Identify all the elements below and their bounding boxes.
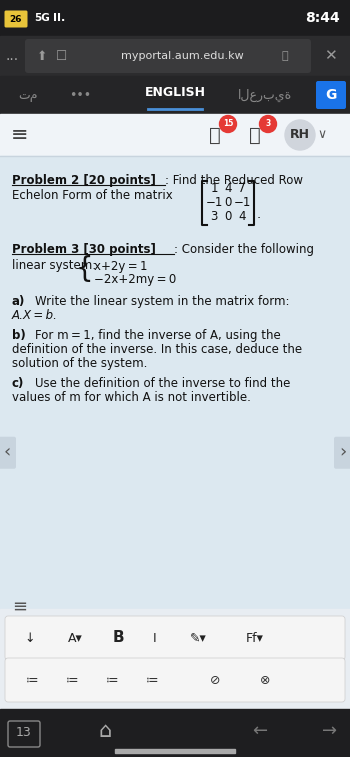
Text: •••: ••• [69,89,91,101]
Text: 4: 4 [224,182,232,195]
Text: ⌂: ⌂ [98,721,112,741]
Text: ≔: ≔ [66,674,78,687]
Circle shape [259,116,277,132]
Text: a): a) [12,295,25,308]
Text: ↓: ↓ [25,631,35,644]
Bar [0,36,350,76]
Text: definition of the inverse. In this case, deduce the: definition of the inverse. In this case,… [12,343,302,356]
Text: x+2y = 1: x+2y = 1 [94,260,147,273]
Text: ∨: ∨ [317,129,327,142]
Text: Echelon Form of the matrix: Echelon Form of the matrix [12,189,173,202]
Text: ›: › [340,444,346,462]
Circle shape [219,116,237,132]
Text: −1: −1 [205,197,223,210]
Text: .: . [257,208,261,221]
Text: Write the linear system in the matrix form:: Write the linear system in the matrix fo… [35,295,289,308]
Text: −1: −1 [233,197,251,210]
Text: Use the definition of the inverse to find the: Use the definition of the inverse to fin… [35,377,290,390]
Text: ≔: ≔ [146,674,158,687]
FancyBboxPatch shape [0,437,16,469]
Text: Ff▾: Ff▾ [246,631,264,644]
Text: ENGLISH: ENGLISH [145,86,205,99]
Text: ←: ← [252,722,267,740]
Text: values of m for which A is not invertible.: values of m for which A is not invertibl… [12,391,251,404]
Text: ⊗: ⊗ [260,674,270,687]
Text: 1: 1 [210,182,218,195]
Text: ✕: ✕ [324,48,336,64]
Text: For m = 1, find the inverse of A, using the: For m = 1, find the inverse of A, using … [35,329,281,342]
Text: 15: 15 [223,120,233,129]
Text: ≡: ≡ [11,125,29,145]
Text: : Consider the following: : Consider the following [174,243,314,256]
Text: G: G [325,88,337,102]
Text: {: { [75,254,93,282]
Text: 7: 7 [238,182,246,195]
Text: العربية: العربية [238,89,292,101]
Text: ≔: ≔ [26,674,38,687]
Text: Problem 3 [30 points]: Problem 3 [30 points] [12,243,156,256]
Text: RH: RH [290,129,310,142]
FancyBboxPatch shape [5,658,345,702]
Text: b): b) [12,329,26,342]
Text: ✎▾: ✎▾ [190,631,206,644]
Circle shape [285,120,315,150]
Text: −2x+2my = 0: −2x+2my = 0 [94,273,176,286]
FancyBboxPatch shape [5,616,345,660]
Text: 13: 13 [16,727,32,740]
Text: : Find the Reduced Row: : Find the Reduced Row [165,174,303,187]
Text: 💬: 💬 [249,126,261,145]
FancyBboxPatch shape [316,81,346,109]
Text: I: I [153,631,157,644]
Text: II.: II. [53,13,65,23]
Text: ≡: ≡ [13,598,28,616]
Bar [0,609,350,709]
Text: A.X = b.: A.X = b. [12,309,58,322]
Text: ...: ... [6,49,19,63]
Bar [0,0,350,36]
Text: ⊘: ⊘ [210,674,220,687]
Text: 26: 26 [10,14,22,23]
FancyBboxPatch shape [5,11,28,27]
Text: 4: 4 [238,210,246,223]
Text: Problem 2 [20 points]: Problem 2 [20 points] [12,174,156,187]
Text: myportal.aum.edu.kw: myportal.aum.edu.kw [121,51,243,61]
Text: A▾: A▾ [68,631,82,644]
Text: ☐: ☐ [56,49,68,63]
Text: 🔒: 🔒 [282,51,288,61]
Text: 0: 0 [224,210,232,223]
Text: solution of the system.: solution of the system. [12,357,147,370]
Text: 3: 3 [265,120,271,129]
Bar [115,749,235,753]
Text: linear system:: linear system: [12,259,96,272]
Text: →: → [322,722,337,740]
Text: ‹: ‹ [4,444,10,462]
Bar [0,709,350,757]
FancyBboxPatch shape [334,437,350,469]
Text: 8:44: 8:44 [305,11,340,25]
Bar [0,76,350,114]
Text: 3: 3 [210,210,218,223]
Text: c): c) [12,377,24,390]
Text: ≔: ≔ [106,674,118,687]
Text: 🔔: 🔔 [209,126,221,145]
Text: 0: 0 [224,197,232,210]
Bar [0,114,350,156]
Text: ⬆: ⬆ [37,49,47,63]
Text: 5G: 5G [34,13,50,23]
FancyBboxPatch shape [25,39,311,73]
Text: B: B [112,631,124,646]
Bar [0,156,350,627]
Text: تم: تم [18,89,38,101]
